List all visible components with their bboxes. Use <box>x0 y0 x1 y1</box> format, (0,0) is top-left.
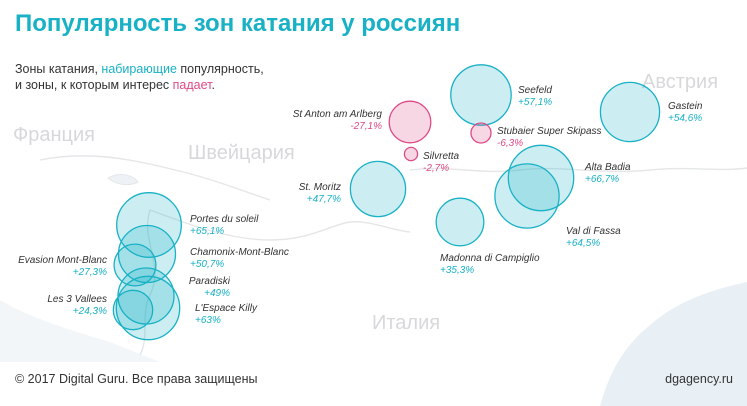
resort-value-evasion-mont-blanc: +27,3% <box>73 267 107 278</box>
adriatic-sea <box>600 282 747 406</box>
resort-value-les-3-vallees: +24,3% <box>73 306 107 317</box>
bubble-seefeld <box>450 64 512 126</box>
resort-value-paradiski: +49% <box>204 288 230 299</box>
country-label-austria: Австрия <box>642 71 718 93</box>
resort-value-stubaier-super-skipass: -6,3% <box>497 138 523 149</box>
resort-value-alta-badia: +66,7% <box>585 174 619 185</box>
page-title: Популярность зон катания у россиян <box>15 10 461 37</box>
bubble-st-anton-am-arlberg <box>388 100 432 144</box>
country-label-france: Франция <box>13 124 95 146</box>
resort-value-seefeld: +57,1% <box>518 97 552 108</box>
resort-name-alta-badia: Alta Badia <box>584 162 631 173</box>
country-label-italy: Италия <box>372 312 440 334</box>
subtitle-text: популярность, <box>176 62 264 76</box>
resort-labels: Portes du soleil+65,1% Chamonix-Mont-Blan… <box>18 85 703 326</box>
subtitle-text: . <box>211 78 215 92</box>
resort-name-madonna-di-campiglio: Madonna di Campiglio <box>440 253 540 264</box>
resort-value-chamonix-mont-blanc: +50,7% <box>190 259 224 270</box>
resort-name-chamonix-mont-blanc: Chamonix-Mont-Blanc <box>190 247 289 258</box>
resort-value-madonna-di-campiglio: +35,3% <box>440 265 474 276</box>
resort-value-val-di-fassa: +64,5% <box>566 238 600 249</box>
bubble-gastein <box>599 81 661 143</box>
footer-copyright: © 2017 Digital Guru. Все права защищены <box>15 372 258 386</box>
resort-name-stubaier-super-skipass: Stubaier Super Skipass <box>497 126 602 137</box>
resort-bubbles <box>112 64 661 341</box>
subtitle-line-1: Зоны катания, набирающие популярность, <box>15 61 264 77</box>
resort-value-st-moritz: +47,7% <box>307 194 341 205</box>
resort-name-paradiski: Paradiski <box>189 276 231 287</box>
resort-name-les-3-vallees: Les 3 Vallees <box>47 294 107 305</box>
subtitle-text: Зоны катания, <box>15 62 102 76</box>
footer-site-link[interactable]: dgagency.ru <box>665 372 733 386</box>
resort-value-gastein: +54,6% <box>668 113 702 124</box>
bubble-silvretta <box>403 146 419 162</box>
map-background <box>0 155 747 406</box>
subtitle-highlight-growth: набирающие <box>101 62 177 76</box>
resort-value-st-anton-am-arlberg: -27,1% <box>350 121 382 132</box>
resort-name-silvretta: Silvretta <box>423 151 460 162</box>
resort-name-st-moritz: St. Moritz <box>299 182 341 193</box>
resort-name-portes-du-soleil: Portes du soleil <box>190 214 259 225</box>
subtitle-highlight-decline: падает <box>172 78 212 92</box>
border-austria-italy <box>409 167 747 173</box>
resort-value-portes-du-soleil: +65,1% <box>190 226 224 237</box>
border-france-italy <box>139 209 156 356</box>
border-switzerland-italy <box>149 209 411 241</box>
resort-name-l-espace-killy: L'Espace Killy <box>195 303 258 314</box>
lake-outline <box>107 174 139 186</box>
resort-name-val-di-fassa: Val di Fassa <box>566 226 621 237</box>
ligurian-sea <box>0 300 160 362</box>
resort-name-evasion-mont-blanc: Evasion Mont-Blanc <box>18 255 107 266</box>
subtitle-text: и зоны, к которым интерес <box>15 78 173 92</box>
border-france-switzerland <box>39 155 271 201</box>
resort-name-seefeld: Seefeld <box>518 85 552 96</box>
resort-name-gastein: Gastein <box>668 101 703 112</box>
bubble-madonna-di-campiglio <box>435 197 485 247</box>
resort-value-silvretta: -2,7% <box>423 163 449 174</box>
bubble-l-espace-killy <box>115 275 181 341</box>
resort-name-st-anton-am-arlberg: St Anton am Arlberg <box>293 109 383 120</box>
resort-value-l-espace-killy: +63% <box>195 315 221 326</box>
subtitle-line-2: и зоны, к которым интерес падает. <box>15 77 264 93</box>
bubble-st-moritz <box>349 160 407 218</box>
bubble-val-di-fassa <box>494 163 560 229</box>
bubble-alta-badia <box>507 144 575 212</box>
bubble-stubaier-super-skipass <box>470 122 492 144</box>
bubble-evasion-mont-blanc <box>113 243 157 287</box>
country-label-switzerland: Швейцария <box>188 142 295 164</box>
bubble-les-3-vallees <box>112 289 154 331</box>
chart-subtitle: Зоны катания, набирающие популярность, и… <box>15 61 264 93</box>
